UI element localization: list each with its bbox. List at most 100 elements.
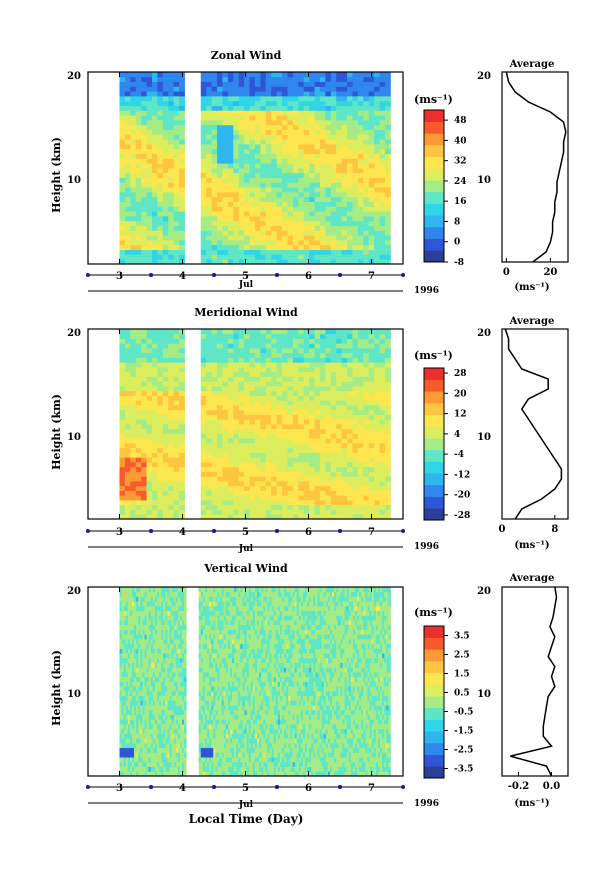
heatmap-cell: [157, 405, 164, 411]
heatmap-cell: [124, 381, 131, 387]
heatmap-cell: [217, 485, 223, 491]
heatmap-cell: [206, 259, 213, 265]
heatmap-cell: [146, 206, 153, 212]
heatmap-cell: [140, 591, 143, 597]
heatmap-cell: [287, 144, 294, 150]
heatmap-cell: [292, 509, 299, 515]
heatmap-cell: [287, 244, 294, 250]
heatmap-cell: [162, 182, 169, 188]
heatmap-cell: [141, 254, 147, 260]
heatmap-cell: [142, 766, 145, 772]
heatmap-cell: [276, 514, 283, 520]
heatmap-cell: [379, 177, 386, 183]
heatmap-cell: [233, 395, 240, 401]
heatmap-cell: [233, 357, 240, 363]
heatmap-cell: [374, 338, 380, 344]
heatmap-cell: [384, 357, 391, 363]
heatmap-cell: [165, 681, 168, 687]
heatmap-cell: [298, 390, 305, 396]
heatmap-cell: [135, 72, 142, 78]
heatmap-cell: [157, 667, 160, 673]
heatmap-cell: [173, 624, 177, 630]
heatmap-cell: [129, 714, 133, 720]
heatmap-cell: [319, 259, 326, 265]
heatmap-cell: [167, 615, 170, 621]
heatmap-cell: [119, 766, 122, 772]
heatmap-cell: [260, 476, 267, 482]
heatmap-cell: [130, 381, 137, 387]
heatmap-cell: [325, 206, 332, 212]
heatmap-cell: [163, 766, 166, 772]
heatmap-cell: [341, 362, 348, 368]
heatmap-cell: [200, 352, 207, 358]
heatmap-cell: [238, 230, 245, 236]
heatmap-cell: [159, 624, 162, 630]
heatmap-cell: [124, 362, 131, 368]
heatmap-cell: [357, 216, 364, 222]
heatmap-cell: [140, 620, 143, 626]
heatmap-cell: [282, 490, 288, 496]
heatmap-cell: [260, 177, 267, 183]
heatmap-cell: [179, 381, 185, 387]
heatmap-cell: [141, 481, 147, 487]
heatmap-cell: [146, 124, 153, 130]
heatmap-cell: [374, 390, 380, 396]
heatmap-cell: [179, 192, 185, 198]
heatmap-cell: [200, 172, 207, 178]
heatmap-cell: [144, 742, 147, 749]
heatmap-cell: [168, 129, 175, 135]
heatmap-cell: [336, 220, 343, 226]
heatmap-cell: [119, 100, 126, 106]
heatmap-cell: [135, 371, 142, 377]
heatmap-cell: [330, 230, 337, 236]
heatmap-cell: [144, 634, 147, 640]
heatmap-cell: [124, 206, 131, 212]
heatmap-cell: [206, 481, 213, 487]
heatmap-cell: [127, 676, 131, 682]
heatmap-cell: [152, 433, 158, 439]
heatmap-cell: [179, 352, 185, 358]
heatmap-cell: [163, 771, 166, 777]
heatmap-cell: [341, 329, 348, 335]
heatmap-cell: [325, 168, 332, 174]
heatmap-cell: [150, 587, 154, 593]
average-title: Average: [509, 316, 555, 327]
heatmap-cell: [135, 201, 142, 207]
heatmap-cell: [352, 424, 359, 430]
heatmap-cell: [309, 76, 315, 82]
heatmap-cell: [336, 490, 343, 496]
heatmap-cell: [127, 705, 131, 711]
heatmap-cell: [119, 371, 126, 377]
heatmap-cell: [303, 433, 310, 439]
heatmap-cell: [138, 676, 141, 682]
heatmap-cell: [298, 177, 305, 183]
heatmap-cell: [309, 177, 315, 183]
heatmap-cell: [169, 587, 172, 593]
heatmap-cell: [124, 235, 131, 241]
heatmap-cell: [123, 757, 127, 763]
heatmap-cell: [171, 714, 175, 720]
heatmap-cell: [238, 129, 245, 135]
heatmap-cell: [138, 638, 141, 645]
heatmap-cell: [206, 144, 213, 150]
heatmap-cell: [336, 376, 343, 382]
heatmap-cell: [173, 414, 180, 420]
heatmap-cell: [132, 752, 135, 758]
heatmap-cell: [152, 100, 158, 106]
heatmap-cell: [363, 343, 370, 349]
heatmap-cell: [352, 91, 359, 97]
heatmap-cell: [163, 676, 166, 682]
heatmap-cell: [132, 695, 135, 701]
heatmap-cell: [254, 259, 261, 265]
heatmap-cell: [368, 462, 375, 468]
heatmap-cell: [125, 624, 129, 630]
heatmap-cell: [265, 134, 272, 140]
heatmap-cell: [141, 244, 147, 250]
heatmap-cell: [140, 672, 143, 678]
heatmap-cell: [119, 681, 122, 687]
heatmap-cell: [347, 424, 353, 430]
heatmap-cell: [265, 225, 272, 231]
heatmap-cell: [363, 490, 370, 496]
heatmap-cell: [227, 433, 234, 439]
heatmap-cell: [260, 158, 267, 164]
